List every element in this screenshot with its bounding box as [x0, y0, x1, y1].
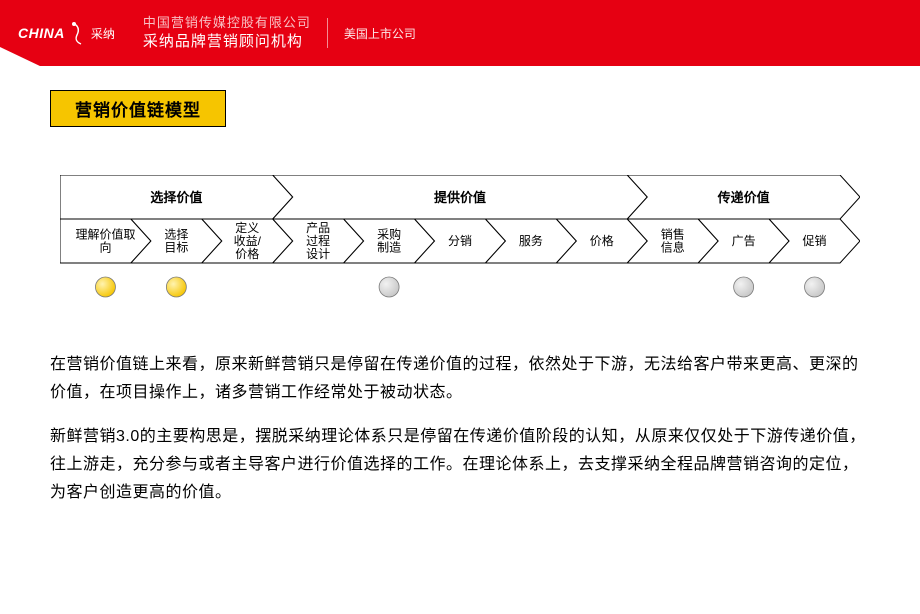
header-titles: 中国营销传媒控股有限公司 采纳品牌营销顾问机构	[129, 14, 311, 52]
swoosh-icon	[71, 21, 85, 45]
svg-text:广告: 广告	[732, 234, 756, 248]
svg-text:收益/: 收益/	[234, 234, 262, 248]
svg-text:销售: 销售	[661, 227, 685, 242]
svg-text:服务: 服务	[519, 233, 543, 248]
svg-text:价格: 价格	[590, 233, 614, 248]
svg-text:提供价值: 提供价值	[434, 190, 486, 205]
svg-text:设计: 设计	[306, 247, 330, 261]
svg-text:传递价值: 传递价值	[717, 190, 770, 205]
svg-text:分销: 分销	[448, 234, 472, 248]
header-bar: CHINA 采纳 中国营销传媒控股有限公司 采纳品牌营销顾问机构 美国上市公司	[0, 0, 920, 66]
svg-text:信息: 信息	[661, 240, 685, 255]
svg-text:制造: 制造	[377, 241, 401, 255]
header-line2: 采纳品牌营销顾问机构	[143, 32, 311, 52]
paragraph-2: 新鲜营销3.0的主要构思是，摆脱采纳理论体系只是停留在传递价值阶段的认知，从原来…	[50, 423, 870, 507]
svg-text:采购: 采购	[377, 227, 401, 242]
svg-text:选择价值: 选择价值	[150, 190, 202, 205]
corner-cut	[0, 47, 42, 67]
svg-text:产品: 产品	[306, 221, 330, 235]
header-tag: 美国上市公司	[344, 25, 416, 42]
svg-text:目标: 目标	[164, 241, 188, 255]
svg-text:选择: 选择	[164, 228, 188, 242]
logo-text-en: CHINA	[18, 25, 65, 41]
svg-text:理解价值取: 理解价值取	[75, 227, 135, 242]
paragraph-1: 在营销价值链上来看，原来新鲜营销只是停留在传递价值的过程，依然处于下游，无法给客…	[50, 351, 870, 407]
chain-svg: 选择价值 提供价值 传递价值理解价值取向 选择目标 定义收益/价格 产品过程设计 采购制造 分…	[60, 175, 860, 311]
logo: CHINA 采纳	[18, 21, 115, 45]
value-chain-diagram: 选择价值 提供价值 传递价值理解价值取向 选择目标 定义收益/价格 产品过程设计 采购制造 分…	[50, 175, 870, 311]
content: 营销价值链模型 选择价值 提供价值 传递价值理解价值取向 选择目标 定义收益/价格 产品过…	[0, 66, 920, 507]
svg-text:向: 向	[99, 240, 111, 255]
title-badge: 营销价值链模型	[50, 90, 226, 127]
body-text: 在营销价值链上来看，原来新鲜营销只是停留在传递价值的过程，依然处于下游，无法给客…	[50, 351, 870, 507]
svg-text:定义: 定义	[235, 220, 259, 235]
svg-text:价格: 价格	[235, 246, 259, 261]
svg-text:促销: 促销	[803, 234, 827, 248]
header-line1: 中国营销传媒控股有限公司	[143, 14, 311, 32]
header-divider	[327, 18, 328, 48]
svg-text:过程: 过程	[306, 233, 330, 248]
logo-text-cn: 采纳	[91, 25, 115, 42]
